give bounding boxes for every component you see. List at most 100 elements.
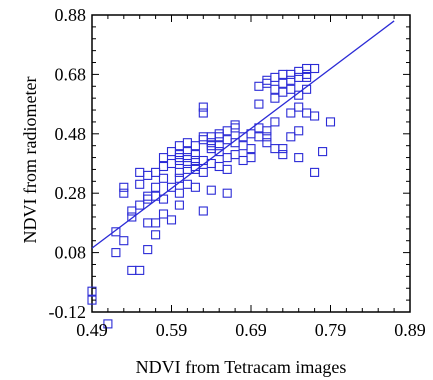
data-point [262,78,272,88]
data-point [222,126,232,136]
data-point [254,99,264,109]
data-point [119,188,129,198]
data-point [325,117,336,127]
data-point [214,129,224,139]
data-point [206,144,216,154]
data-point [294,102,304,112]
data-point [182,179,192,189]
data-point [294,153,304,163]
data-point [166,182,177,192]
regression-line [91,20,395,249]
data-point [198,167,208,177]
data-point [230,150,240,160]
data-point [174,153,184,163]
x-tick-label: 0.79 [315,320,347,340]
y-tick-label: 0.48 [55,124,87,144]
data-point [190,141,200,151]
x-axis-ticks: 0.49 0.59 0.69 0.79 0.89 [76,15,426,340]
data-point [318,147,328,157]
data-point [206,141,216,151]
data-point [166,147,177,157]
y-tick-label: 0.08 [55,243,87,263]
data-point [230,123,240,133]
data-point [119,182,129,192]
data-point [103,319,113,329]
data-point [278,87,288,97]
data-point [198,108,208,118]
x-tick-label: 0.49 [76,320,108,340]
data-point [198,135,208,145]
y-tick-label: 0.28 [55,183,87,203]
data-point [238,141,248,151]
data-point [190,161,200,172]
data-point [270,144,280,154]
data-point [174,150,184,160]
data-point [158,173,169,183]
x-axis-title: NDVI from Tetracam images [136,357,347,377]
data-point [182,153,192,163]
data-point [151,182,161,192]
data-point [214,132,224,142]
data-point [151,218,161,228]
y-axis-title: NDVI from radiometer [20,77,40,244]
data-point [190,182,200,192]
data-point [206,138,216,148]
data-point [151,167,161,177]
data-point [158,209,169,219]
data-point [198,102,208,112]
data-point [214,147,224,157]
data-point [270,117,280,127]
data-point [310,111,320,121]
data-point [143,218,153,228]
data-point [198,206,208,216]
data-point [190,150,200,160]
data-point [294,72,304,82]
data-point [174,188,184,198]
data-point [222,153,232,163]
data-point [182,138,192,148]
data-point [286,108,296,118]
data-point [174,200,184,210]
data-point [222,164,232,174]
data-point [135,200,145,210]
data-point [135,265,145,275]
regression-line-group [91,20,395,249]
data-point [222,188,232,198]
data-point [143,245,153,255]
data-point [198,132,208,142]
data-point [87,286,97,296]
data-point [182,158,192,169]
data-point [214,141,224,151]
data-point [143,194,153,204]
data-points [87,63,336,329]
data-point [302,72,312,82]
data-point [286,69,296,79]
plot-frame [91,14,411,313]
data-point [246,153,256,163]
data-point [174,167,184,177]
data-point [182,147,192,157]
data-point [190,155,200,166]
plot-frame-border [91,14,411,313]
data-point [262,126,272,136]
data-point [182,164,192,174]
data-point [286,75,296,85]
data-point [310,63,320,74]
data-point [143,191,153,201]
data-point [143,170,153,180]
data-point [174,155,184,166]
data-point [135,179,145,189]
data-point [286,84,296,94]
data-point [158,161,169,172]
data-point [174,141,184,151]
data-point [190,164,200,174]
data-point [302,69,312,79]
y-tick-label: 0.68 [55,64,87,84]
data-point [119,236,129,246]
data-point [230,120,240,130]
data-point [206,132,216,142]
data-point [270,72,280,82]
x-tick-label: 0.89 [394,320,426,340]
x-tick-label: 0.69 [235,320,267,340]
